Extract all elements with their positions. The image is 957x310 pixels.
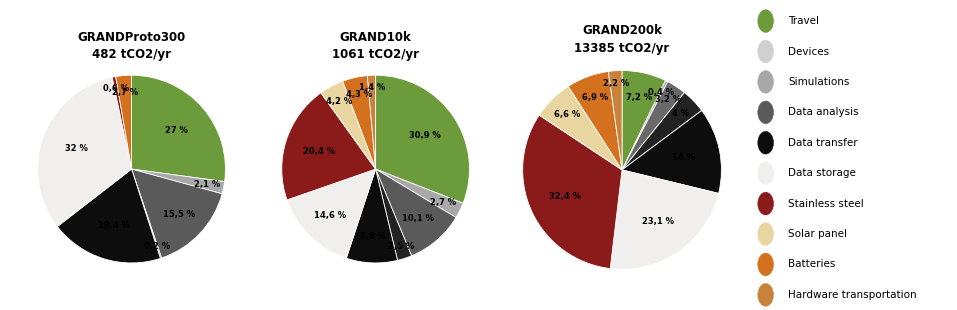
Wedge shape	[132, 169, 162, 259]
Circle shape	[758, 10, 773, 32]
Text: 6,6 %: 6,6 %	[554, 110, 581, 119]
Text: 2,2 %: 2,2 %	[603, 79, 629, 88]
Text: Solar panel: Solar panel	[789, 229, 847, 239]
Circle shape	[758, 101, 773, 124]
Text: 27 %: 27 %	[165, 126, 188, 135]
Text: 14 %: 14 %	[672, 153, 695, 162]
Text: Devices: Devices	[789, 46, 830, 56]
Wedge shape	[523, 115, 622, 268]
Wedge shape	[376, 169, 456, 256]
Text: 19,4 %: 19,4 %	[99, 221, 130, 230]
Text: 4,3 %: 4,3 %	[345, 90, 371, 99]
Text: 4 %: 4 %	[672, 109, 689, 118]
Text: GRANDProto300: GRANDProto300	[78, 31, 186, 44]
Text: 1061 tCO2/yr: 1061 tCO2/yr	[332, 48, 419, 61]
Wedge shape	[376, 169, 412, 260]
Text: 3,2 %: 3,2 %	[656, 95, 681, 104]
Wedge shape	[568, 72, 622, 170]
Text: Batteries: Batteries	[789, 259, 835, 269]
Text: GRAND10k: GRAND10k	[340, 31, 412, 44]
Text: 2,7 %: 2,7 %	[112, 88, 138, 97]
Text: 20,4 %: 20,4 %	[303, 147, 335, 156]
Text: 13385 tCO2/yr: 13385 tCO2/yr	[574, 42, 670, 55]
Text: 2,5 %: 2,5 %	[388, 242, 414, 251]
Text: 14,6 %: 14,6 %	[314, 211, 345, 220]
Wedge shape	[622, 93, 701, 170]
Wedge shape	[622, 110, 722, 193]
Circle shape	[758, 40, 773, 63]
Circle shape	[758, 71, 773, 93]
Wedge shape	[37, 77, 132, 227]
Text: Stainless steel: Stainless steel	[789, 199, 864, 209]
Wedge shape	[622, 82, 684, 170]
Text: 32 %: 32 %	[65, 144, 87, 153]
Text: 0,6 %: 0,6 %	[103, 84, 129, 93]
Wedge shape	[375, 75, 470, 203]
Text: 482 tCO2/yr: 482 tCO2/yr	[92, 48, 171, 61]
Wedge shape	[287, 169, 376, 258]
Text: 10,1 %: 10,1 %	[403, 215, 434, 224]
Circle shape	[758, 284, 773, 306]
Text: Hardware transportation: Hardware transportation	[789, 290, 917, 300]
Wedge shape	[132, 169, 225, 194]
Text: 0,4 %: 0,4 %	[648, 88, 674, 97]
Circle shape	[758, 131, 773, 154]
Wedge shape	[343, 76, 376, 169]
Text: Data storage: Data storage	[789, 168, 857, 178]
Wedge shape	[609, 71, 622, 170]
Wedge shape	[321, 81, 376, 169]
Text: GRAND200k: GRAND200k	[582, 24, 662, 37]
Text: Data transfer: Data transfer	[789, 138, 857, 148]
Text: 2,1 %: 2,1 %	[194, 180, 220, 189]
Text: 4,2 %: 4,2 %	[326, 97, 352, 106]
Circle shape	[758, 192, 773, 215]
Wedge shape	[131, 75, 226, 182]
Text: 8,8 %: 8,8 %	[360, 232, 386, 241]
Wedge shape	[611, 170, 719, 269]
Wedge shape	[346, 169, 397, 263]
Wedge shape	[57, 169, 161, 263]
Text: Simulations: Simulations	[789, 77, 850, 87]
Wedge shape	[132, 169, 222, 258]
Text: 2,7 %: 2,7 %	[430, 198, 456, 207]
Text: 6,9 %: 6,9 %	[582, 93, 608, 102]
Wedge shape	[112, 77, 132, 169]
Text: Travel: Travel	[789, 16, 819, 26]
Wedge shape	[281, 93, 376, 200]
Circle shape	[758, 162, 773, 184]
Text: 7,2 %: 7,2 %	[626, 93, 652, 102]
Circle shape	[758, 223, 773, 245]
Circle shape	[758, 253, 773, 276]
Text: 32,4 %: 32,4 %	[549, 192, 581, 201]
Wedge shape	[116, 75, 132, 169]
Wedge shape	[622, 71, 665, 170]
Text: 0,2 %: 0,2 %	[145, 242, 170, 251]
Wedge shape	[367, 75, 376, 169]
Wedge shape	[376, 169, 463, 218]
Wedge shape	[539, 86, 622, 170]
Text: 1,4 %: 1,4 %	[359, 83, 385, 92]
Text: Data analysis: Data analysis	[789, 107, 858, 117]
Text: 23,1 %: 23,1 %	[642, 217, 674, 226]
Text: 15,5 %: 15,5 %	[164, 210, 195, 219]
Wedge shape	[622, 81, 668, 170]
Text: 30,9 %: 30,9 %	[409, 131, 440, 140]
